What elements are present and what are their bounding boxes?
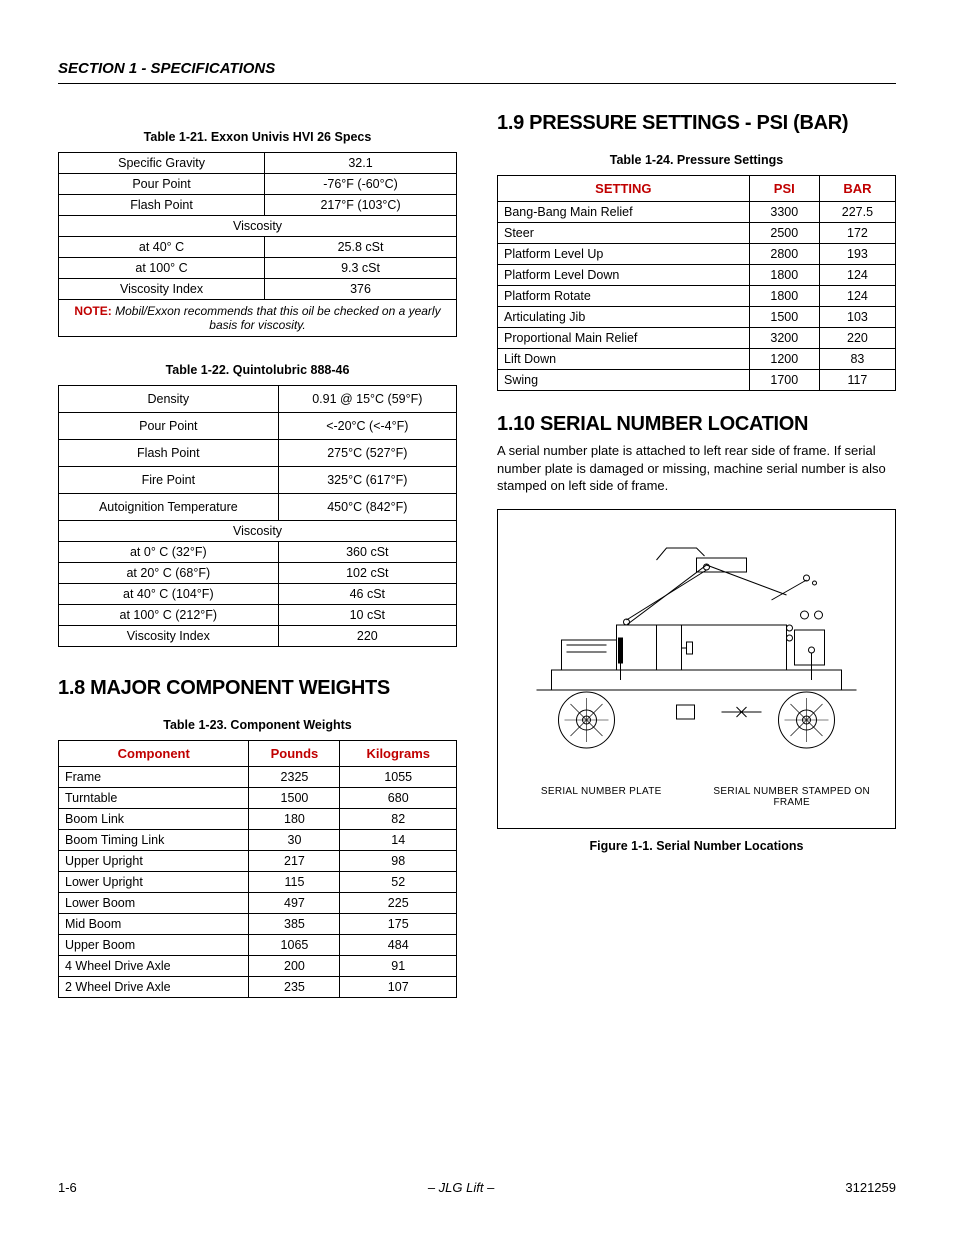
table-row: Viscosity Index220 [59, 626, 457, 647]
table-row: 2 Wheel Drive Axle235107 [59, 977, 457, 998]
table-row: Lower Boom497225 [59, 893, 457, 914]
section-header: SECTION 1 - SPECIFICATIONS [58, 60, 896, 84]
heading-1-9: 1.9 PRESSURE SETTINGS - PSI (BAR) [497, 112, 896, 135]
table-row: Platform Level Down1800124 [498, 265, 896, 286]
page-footer: 1-6 – JLG Lift – 3121259 [58, 1180, 896, 1195]
table-row: Density0.91 @ 15°C (59°F) [59, 386, 457, 413]
table-row: at 100° C9.3 cSt [59, 258, 457, 279]
table-row: Lift Down120083 [498, 349, 896, 370]
table-header-row: SETTING PSI BAR [498, 176, 896, 202]
table-row: Flash Point217°F (103°C) [59, 195, 457, 216]
table-row: Boom Timing Link3014 [59, 830, 457, 851]
table-row: Lower Upright11552 [59, 872, 457, 893]
table-row: at 40° C25.8 cSt [59, 237, 457, 258]
table-row: Flash Point275°C (527°F) [59, 440, 457, 467]
table-24: SETTING PSI BAR Bang-Bang Main Relief330… [497, 175, 896, 391]
table-row: Pour Point<-20°C (<-4°F) [59, 413, 457, 440]
table-row: Steer2500172 [498, 223, 896, 244]
table-row: Viscosity [59, 216, 457, 237]
table-23-caption: Table 1-23. Component Weights [58, 718, 457, 732]
note-label: NOTE: [74, 304, 111, 318]
table-row: Upper Boom1065484 [59, 935, 457, 956]
table-row: at 0° C (32°F)360 cSt [59, 542, 457, 563]
figure-1-1-caption: Figure 1-1. Serial Number Locations [497, 839, 896, 853]
table-23: Component Pounds Kilograms Frame23251055… [58, 740, 457, 998]
table-row: Boom Link18082 [59, 809, 457, 830]
table-row: 4 Wheel Drive Axle20091 [59, 956, 457, 977]
figure-1-1: SERIAL NUMBER PLATE SERIAL NUMBER STAMPE… [497, 509, 896, 829]
table-row: Frame23251055 [59, 767, 457, 788]
table-row: Pour Point-76°F (-60°C) [59, 174, 457, 195]
table-row: Proportional Main Relief3200220 [498, 328, 896, 349]
table-row: Viscosity Index376 [59, 279, 457, 300]
machine-diagram [506, 520, 887, 780]
footer-doc-number: 3121259 [845, 1180, 896, 1195]
heading-1-10: 1.10 SERIAL NUMBER LOCATION [497, 413, 896, 436]
diagram-label-right: SERIAL NUMBER STAMPED ON FRAME [706, 786, 877, 808]
table-22-caption: Table 1-22. Quintolubric 888-46 [58, 363, 457, 377]
table-row: Swing1700117 [498, 370, 896, 391]
table-24-caption: Table 1-24. Pressure Settings [497, 153, 896, 167]
footer-page-number: 1-6 [58, 1180, 77, 1195]
left-column: Table 1-21. Exxon Univis HVI 26 Specs Sp… [58, 112, 457, 998]
right-column: 1.9 PRESSURE SETTINGS - PSI (BAR) Table … [497, 112, 896, 998]
diagram-label-left: SERIAL NUMBER PLATE [516, 786, 687, 808]
table-row: Platform Level Up2800193 [498, 244, 896, 265]
table-row: Bang-Bang Main Relief3300227.5 [498, 202, 896, 223]
table-row: at 40° C (104°F)46 cSt [59, 584, 457, 605]
table-row: Platform Rotate1800124 [498, 286, 896, 307]
footer-title: – JLG Lift – [428, 1180, 494, 1195]
note-body: Mobil/Exxon recommends that this oil be … [115, 304, 441, 332]
table-21-caption: Table 1-21. Exxon Univis HVI 26 Specs [58, 130, 457, 144]
heading-1-8: 1.8 MAJOR COMPONENT WEIGHTS [58, 677, 457, 700]
table-row: Mid Boom385175 [59, 914, 457, 935]
table-header-row: Component Pounds Kilograms [59, 741, 457, 767]
table-row: Viscosity [59, 521, 457, 542]
table-row: at 20° C (68°F)102 cSt [59, 563, 457, 584]
serial-body-text: A serial number plate is attached to lef… [497, 442, 896, 495]
table-row: Specific Gravity32.1 [59, 153, 457, 174]
table-21: Specific Gravity32.1 Pour Point-76°F (-6… [58, 152, 457, 337]
table-row: at 100° C (212°F)10 cSt [59, 605, 457, 626]
table-row: NOTE: Mobil/Exxon recommends that this o… [59, 300, 457, 337]
table-row: Fire Point325°C (617°F) [59, 467, 457, 494]
table-row: Turntable1500680 [59, 788, 457, 809]
table-row: Articulating Jib1500103 [498, 307, 896, 328]
table-row: Upper Upright21798 [59, 851, 457, 872]
table-22: Density0.91 @ 15°C (59°F) Pour Point<-20… [58, 385, 457, 647]
table-row: Autoignition Temperature450°C (842°F) [59, 494, 457, 521]
